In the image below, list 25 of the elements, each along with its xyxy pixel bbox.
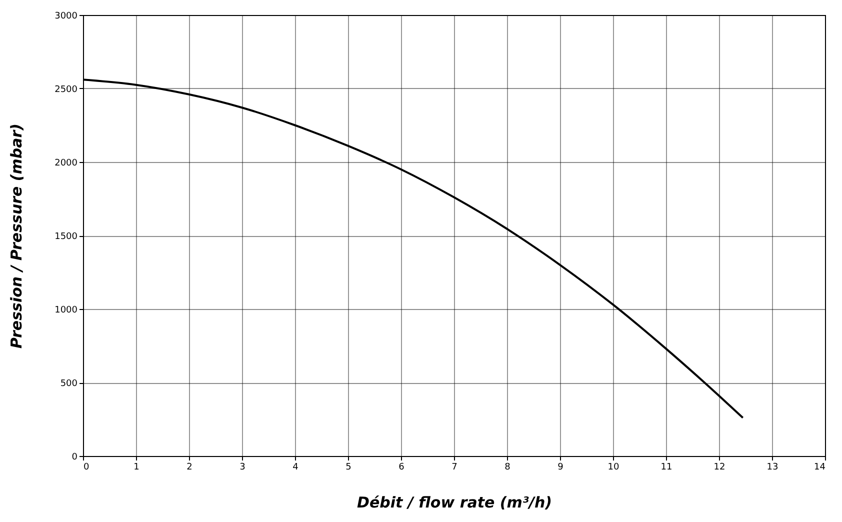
y-tick-label: 1000 — [54, 306, 78, 316]
x-tick-label: 6 — [398, 462, 405, 472]
x-tick-label: 5 — [346, 462, 352, 472]
x-tick-label: 11 — [660, 462, 672, 472]
x-tick-label: 12 — [714, 462, 726, 472]
y-axis-title: Pression / Pressure (mbar) — [8, 123, 26, 349]
x-tick-label: 4 — [292, 462, 299, 472]
y-tick-label: 500 — [60, 379, 78, 389]
x-tick-label: 0 — [84, 462, 90, 472]
line-series — [82, 78, 744, 419]
x-tick-label: 13 — [766, 462, 778, 472]
x-tick-label: 14 — [814, 462, 826, 472]
x-tick-label: 10 — [608, 462, 620, 472]
x-tick-label: 7 — [452, 462, 458, 472]
x-tick-label: 8 — [504, 462, 511, 472]
y-tick-label: 1500 — [54, 232, 78, 242]
y-tick-label: 0 — [72, 452, 78, 462]
y-tick-label: 2500 — [54, 85, 78, 95]
x-axis-title: Débit / flow rate (m³/h) — [357, 494, 552, 512]
x-tick-label: 3 — [240, 462, 246, 472]
x-tick-label: 9 — [558, 462, 564, 472]
x-tick-label: 1 — [134, 462, 140, 472]
y-tick-label: 2000 — [54, 158, 78, 168]
y-tick-label: 3000 — [54, 12, 78, 22]
x-tick-label: 2 — [186, 462, 192, 472]
